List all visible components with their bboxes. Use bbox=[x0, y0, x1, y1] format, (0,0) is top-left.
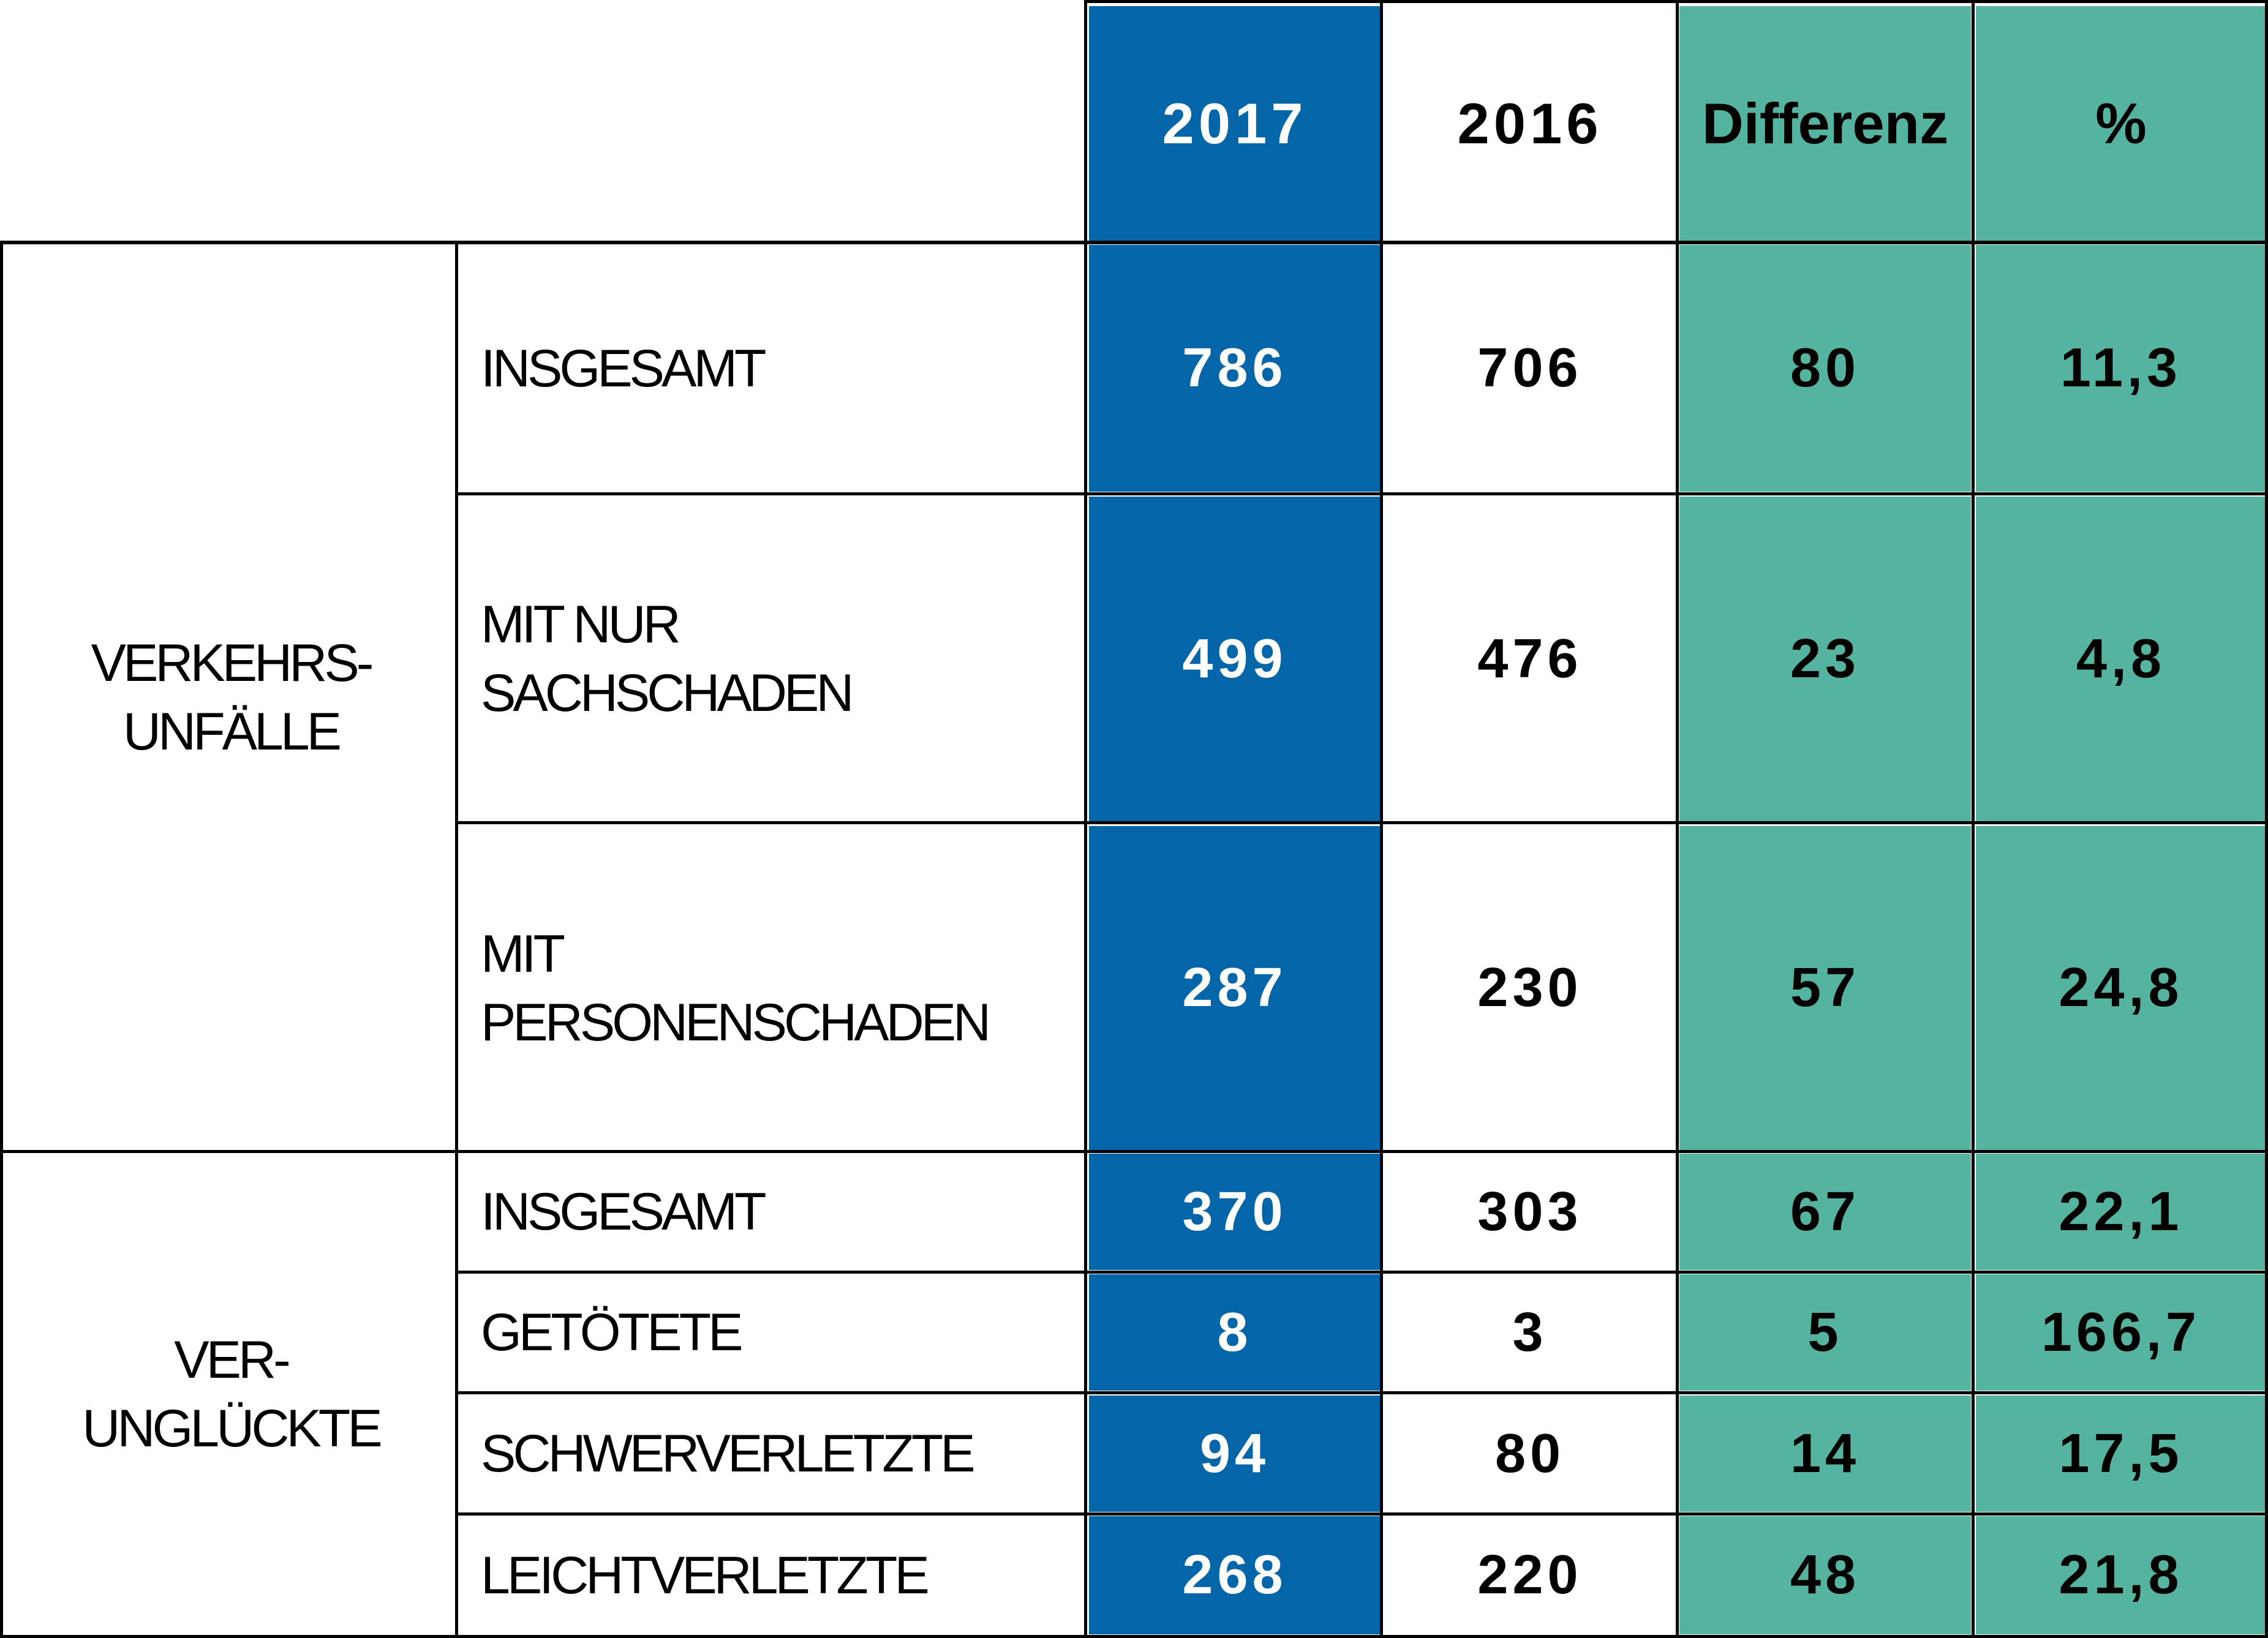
grid-line bbox=[1380, 0, 1383, 1638]
cell-2016: 476 bbox=[1477, 628, 1583, 689]
grid-line bbox=[0, 241, 2268, 244]
cell-percent: 24,8 bbox=[1976, 826, 2266, 1150]
cell-differenz: 23 bbox=[1679, 497, 1971, 821]
grid-line bbox=[0, 1635, 2268, 1638]
cell-differenz: 5 bbox=[1679, 1274, 1971, 1391]
header-2017: 2017 bbox=[1089, 6, 1381, 241]
cell-2017: 268 bbox=[1089, 1516, 1381, 1634]
cell-differenz: 67 bbox=[1679, 1154, 1971, 1270]
grid-line bbox=[2265, 0, 2268, 1638]
row-label: MIT NUR SACHSCHADEN bbox=[481, 595, 854, 723]
cell-2017: 287 bbox=[1089, 826, 1381, 1150]
grid-line bbox=[455, 492, 2268, 495]
cell-differenz: 48 bbox=[1679, 1516, 1971, 1634]
cell-2016: 80 bbox=[1494, 1422, 1565, 1484]
grid-line bbox=[0, 1150, 2268, 1153]
row-label: SCHWERVERLETZTE bbox=[481, 1424, 976, 1483]
cell-percent: 21,8 bbox=[1976, 1516, 2266, 1634]
cell-percent: 166,7 bbox=[1976, 1274, 2266, 1391]
row-label: GETÖTETE bbox=[481, 1303, 743, 1362]
group-label-verkehrsunfaelle: VERKEHRS- UNFÄLLE bbox=[91, 634, 374, 761]
grid-line bbox=[1972, 0, 1975, 1638]
grid-line bbox=[1084, 0, 2268, 3]
header-differenz: Differenz bbox=[1679, 6, 1971, 241]
grid-line bbox=[0, 241, 3, 1638]
grid-line bbox=[455, 1391, 2268, 1394]
header-2016: 2016 bbox=[1457, 91, 1603, 156]
row-label: INSGESAMT bbox=[481, 1182, 767, 1241]
grid-line bbox=[455, 821, 2268, 824]
row-label: LEICHTVERLETZTE bbox=[481, 1546, 930, 1605]
cell-2017: 786 bbox=[1089, 245, 1381, 492]
cell-percent: 22,1 bbox=[1976, 1154, 2266, 1270]
grid-line bbox=[455, 1512, 2268, 1516]
cell-percent: 17,5 bbox=[1976, 1396, 2266, 1512]
grid-line bbox=[1676, 0, 1679, 1638]
cell-2016: 303 bbox=[1477, 1181, 1583, 1242]
row-label: INSGESAMT bbox=[481, 339, 767, 398]
cell-differenz: 14 bbox=[1679, 1396, 1971, 1512]
header-percent: % bbox=[1976, 6, 2266, 241]
cell-2016: 230 bbox=[1477, 957, 1583, 1018]
grid-line bbox=[455, 241, 458, 1638]
grid-line bbox=[455, 1271, 2268, 1274]
cell-2017: 8 bbox=[1089, 1274, 1381, 1391]
cell-2016: 3 bbox=[1512, 1301, 1548, 1363]
grid-line bbox=[1084, 0, 1087, 1638]
cell-2017: 499 bbox=[1089, 497, 1381, 821]
cell-2016: 220 bbox=[1477, 1544, 1583, 1606]
cell-2017: 94 bbox=[1089, 1396, 1381, 1512]
cell-2016: 706 bbox=[1477, 337, 1583, 399]
row-label: MIT PERSONENSCHADEN bbox=[481, 924, 991, 1052]
cell-percent: 4,8 bbox=[1976, 497, 2266, 821]
cell-differenz: 80 bbox=[1679, 245, 1971, 492]
group-label-verunglueckte: VER- UNGLÜCKTE bbox=[82, 1330, 382, 1458]
cell-differenz: 57 bbox=[1679, 826, 1971, 1150]
cell-2017: 370 bbox=[1089, 1154, 1381, 1270]
cell-percent: 11,3 bbox=[1976, 245, 2266, 492]
